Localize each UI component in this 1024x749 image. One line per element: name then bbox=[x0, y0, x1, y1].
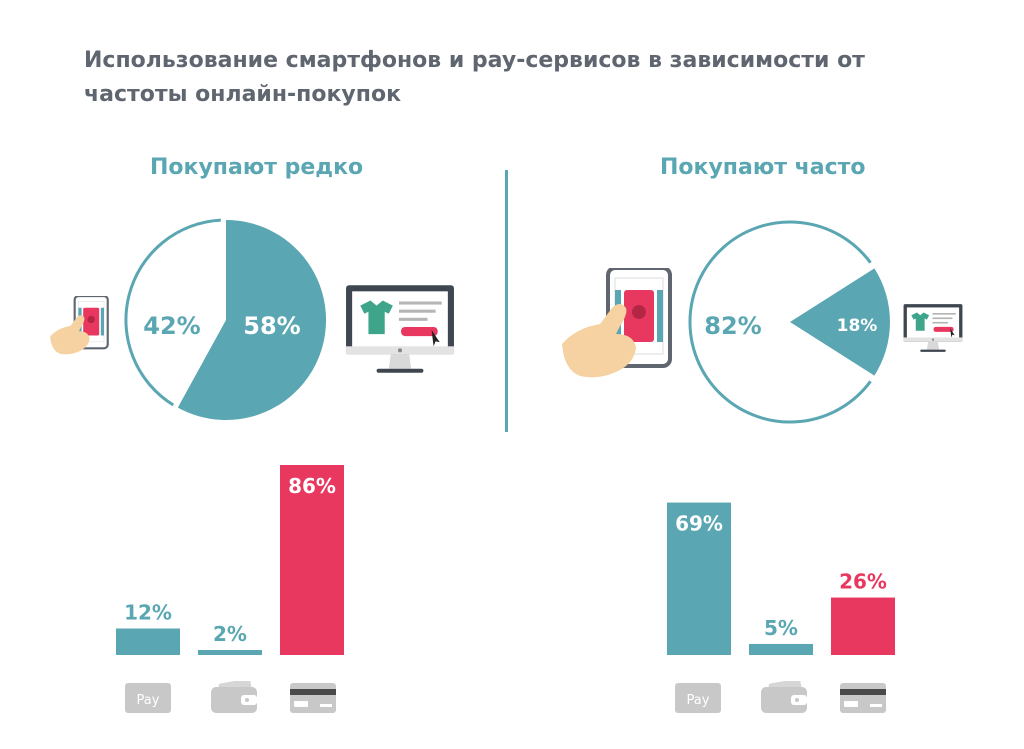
bar-wallet bbox=[198, 650, 262, 655]
pay-icon: Pay bbox=[125, 683, 171, 713]
bar-chart-often: 69% 5% 26% Pay bbox=[667, 502, 895, 713]
bar-wallet bbox=[749, 643, 813, 655]
desktop-monitor-icon bbox=[346, 285, 454, 373]
pie-label-smartphone: 42% bbox=[143, 312, 200, 340]
subtitle-often: Покупают часто bbox=[660, 155, 866, 180]
bar-pay bbox=[116, 628, 180, 655]
smartphone-hand-icon bbox=[560, 268, 672, 380]
pie-label-desktop: 18% bbox=[837, 316, 878, 336]
wallet-icon bbox=[211, 681, 257, 713]
card-icon bbox=[840, 683, 886, 713]
pay-icon-label: Pay bbox=[137, 693, 160, 708]
bar-pay bbox=[667, 502, 731, 655]
wallet-icon bbox=[761, 681, 807, 713]
smartphone-hand-icon bbox=[49, 296, 109, 356]
bar-label-card: 86% bbox=[288, 474, 336, 498]
pie-chart-often: 82% 18% bbox=[560, 220, 963, 424]
panel-divider bbox=[505, 170, 508, 432]
desktop-monitor-icon bbox=[903, 304, 963, 352]
bar-label-pay: 69% bbox=[675, 512, 723, 536]
bar-card bbox=[280, 465, 344, 655]
pay-icon: Pay bbox=[675, 683, 721, 713]
pay-icon-label: Pay bbox=[687, 693, 710, 708]
bar-label-pay: 12% bbox=[124, 600, 172, 624]
bar-label-card: 26% bbox=[839, 570, 887, 594]
pie-slice-smartphone bbox=[124, 218, 221, 407]
card-icon bbox=[290, 683, 336, 713]
bar-label-wallet: 2% bbox=[213, 622, 247, 646]
bar-label-wallet: 5% bbox=[764, 616, 798, 640]
pie-label-desktop: 58% bbox=[243, 312, 300, 340]
subtitle-rarely: Покупают редко bbox=[150, 155, 364, 180]
pie-chart-rarely: 42% 58% bbox=[49, 218, 454, 421]
bar-card bbox=[831, 597, 895, 655]
pie-slice-desktop bbox=[790, 268, 890, 376]
pie-slice-smartphone bbox=[688, 220, 872, 424]
pie-label-smartphone: 82% bbox=[704, 312, 761, 340]
bar-chart-rarely: 12% 2% 86% Pay bbox=[116, 465, 344, 713]
chart-title: Использование смартфонов и pay-сервисов … bbox=[84, 48, 865, 107]
pie-slice-desktop bbox=[177, 219, 327, 421]
